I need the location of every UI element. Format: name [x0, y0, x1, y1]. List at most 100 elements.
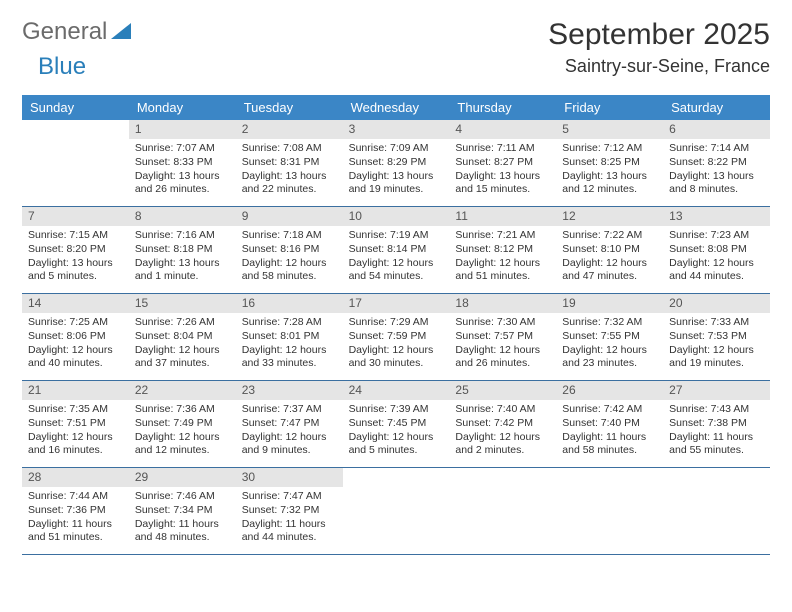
sunrise-line: Sunrise: 7:26 AM — [135, 316, 230, 329]
daylight-line: Daylight: 12 hours and 9 minutes. — [242, 431, 337, 457]
day-number: 30 — [236, 468, 343, 487]
sunrise-line: Sunrise: 7:14 AM — [669, 142, 764, 155]
logo-triangle-icon — [111, 18, 131, 46]
day-cell: 11 Sunrise: 7:21 AMSunset: 8:12 PMDayligh… — [449, 207, 556, 293]
day-number: 8 — [129, 207, 236, 226]
sunset-line: Sunset: 8:14 PM — [349, 243, 444, 256]
daylight-line: Daylight: 11 hours and 44 minutes. — [242, 518, 337, 544]
day-number: 15 — [129, 294, 236, 313]
day-number: 22 — [129, 381, 236, 400]
daylight-line: Daylight: 12 hours and 40 minutes. — [28, 344, 123, 370]
day-cell: 13Sunrise: 7:23 AMSunset: 8:08 PMDayligh… — [663, 207, 770, 293]
day-number: 4 — [449, 120, 556, 139]
dow-cell: Friday — [556, 95, 663, 120]
logo-text-blue: Blue — [38, 53, 86, 81]
sunrise-line: Sunrise: 7:32 AM — [562, 316, 657, 329]
sunset-line: Sunset: 8:16 PM — [242, 243, 337, 256]
sunrise-line: Sunrise: 7:47 AM — [242, 490, 337, 503]
week-row: 28Sunrise: 7:44 AMSunset: 7:36 PMDayligh… — [22, 468, 770, 555]
day-number: 2 — [236, 120, 343, 139]
day-cell: 27Sunrise: 7:43 AMSunset: 7:38 PMDayligh… — [663, 381, 770, 467]
daylight-line: Daylight: 13 hours and 15 minutes. — [455, 170, 550, 196]
day-of-week-row: SundayMondayTuesdayWednesdayThursdayFrid… — [22, 95, 770, 120]
day-cell: 10 Sunrise: 7:19 AMSunset: 8:14 PMDayligh… — [343, 207, 450, 293]
daylight-line: Daylight: 13 hours and 19 minutes. — [349, 170, 444, 196]
daylight-line: Daylight: 12 hours and 37 minutes. — [135, 344, 230, 370]
day-cell — [663, 468, 770, 554]
daylight-line: Daylight: 13 hours and 22 minutes. — [242, 170, 337, 196]
day-cell: 23Sunrise: 7:37 AMSunset: 7:47 PMDayligh… — [236, 381, 343, 467]
sunset-line: Sunset: 7:42 PM — [455, 417, 550, 430]
week-row: 1Sunrise: 7:07 AMSunset: 8:33 PMDaylight… — [22, 120, 770, 207]
sunset-line: Sunset: 8:10 PM — [562, 243, 657, 256]
day-number: 5 — [556, 120, 663, 139]
day-number: 12 — [556, 207, 663, 226]
sunset-line: Sunset: 7:34 PM — [135, 504, 230, 517]
daylight-line: Daylight: 12 hours and 44 minutes. — [669, 257, 764, 283]
day-number: 21 — [22, 381, 129, 400]
sunrise-line: Sunrise: 7:21 AM — [455, 229, 550, 242]
day-number: 1 — [129, 120, 236, 139]
day-cell: 14Sunrise: 7:25 AMSunset: 8:06 PMDayligh… — [22, 294, 129, 380]
day-number: 28 — [22, 468, 129, 487]
day-cell: 28Sunrise: 7:44 AMSunset: 7:36 PMDayligh… — [22, 468, 129, 554]
day-cell: 7Sunrise: 7:15 AMSunset: 8:20 PMDaylight… — [22, 207, 129, 293]
daylight-line: Daylight: 12 hours and 58 minutes. — [242, 257, 337, 283]
sunset-line: Sunset: 8:01 PM — [242, 330, 337, 343]
sunrise-line: Sunrise: 7:19 AM — [349, 229, 444, 242]
daylight-line: Daylight: 12 hours and 54 minutes. — [349, 257, 444, 283]
day-cell: 16Sunrise: 7:28 AMSunset: 8:01 PMDayligh… — [236, 294, 343, 380]
daylight-line: Daylight: 12 hours and 47 minutes. — [562, 257, 657, 283]
day-cell — [22, 120, 129, 206]
day-cell: 9Sunrise: 7:18 AMSunset: 8:16 PMDaylight… — [236, 207, 343, 293]
dow-cell: Thursday — [449, 95, 556, 120]
sunrise-line: Sunrise: 7:43 AM — [669, 403, 764, 416]
day-cell: 30 Sunrise: 7:47 AMSunset: 7:32 PMDayligh… — [236, 468, 343, 554]
sunset-line: Sunset: 8:12 PM — [455, 243, 550, 256]
sunset-line: Sunset: 7:53 PM — [669, 330, 764, 343]
dow-cell: Saturday — [663, 95, 770, 120]
sunset-line: Sunset: 8:31 PM — [242, 156, 337, 169]
sunrise-line: Sunrise: 7:18 AM — [242, 229, 337, 242]
daylight-line: Daylight: 12 hours and 51 minutes. — [455, 257, 550, 283]
day-cell: 1Sunrise: 7:07 AMSunset: 8:33 PMDaylight… — [129, 120, 236, 206]
sunrise-line: Sunrise: 7:44 AM — [28, 490, 123, 503]
sunrise-line: Sunrise: 7:23 AM — [669, 229, 764, 242]
sunset-line: Sunset: 7:51 PM — [28, 417, 123, 430]
sunrise-line: Sunrise: 7:37 AM — [242, 403, 337, 416]
sunset-line: Sunset: 7:49 PM — [135, 417, 230, 430]
sunrise-line: Sunrise: 7:12 AM — [562, 142, 657, 155]
sunset-line: Sunset: 7:45 PM — [349, 417, 444, 430]
sunrise-line: Sunrise: 7:07 AM — [135, 142, 230, 155]
sunrise-line: Sunrise: 7:11 AM — [455, 142, 550, 155]
logo-text-general: General — [22, 18, 107, 46]
day-cell: 3Sunrise: 7:09 AMSunset: 8:29 PMDaylight… — [343, 120, 450, 206]
location: Saintry-sur-Seine, France — [548, 56, 770, 77]
day-number: 16 — [236, 294, 343, 313]
sunset-line: Sunset: 7:38 PM — [669, 417, 764, 430]
day-number: 11 — [449, 207, 556, 226]
daylight-line: Daylight: 12 hours and 19 minutes. — [669, 344, 764, 370]
day-number: 10 — [343, 207, 450, 226]
daylight-line: Daylight: 11 hours and 51 minutes. — [28, 518, 123, 544]
day-cell — [556, 468, 663, 554]
day-number: 24 — [343, 381, 450, 400]
daylight-line: Daylight: 13 hours and 26 minutes. — [135, 170, 230, 196]
sunrise-line: Sunrise: 7:46 AM — [135, 490, 230, 503]
day-number: 14 — [22, 294, 129, 313]
sunset-line: Sunset: 7:47 PM — [242, 417, 337, 430]
sunrise-line: Sunrise: 7:40 AM — [455, 403, 550, 416]
day-cell: 20Sunrise: 7:33 AMSunset: 7:53 PMDayligh… — [663, 294, 770, 380]
sunrise-line: Sunrise: 7:15 AM — [28, 229, 123, 242]
sunset-line: Sunset: 8:18 PM — [135, 243, 230, 256]
sunset-line: Sunset: 8:29 PM — [349, 156, 444, 169]
day-number: 18 — [449, 294, 556, 313]
daylight-line: Daylight: 12 hours and 33 minutes. — [242, 344, 337, 370]
day-number: 13 — [663, 207, 770, 226]
sunset-line: Sunset: 8:27 PM — [455, 156, 550, 169]
day-number: 27 — [663, 381, 770, 400]
daylight-line: Daylight: 12 hours and 30 minutes. — [349, 344, 444, 370]
daylight-line: Daylight: 12 hours and 26 minutes. — [455, 344, 550, 370]
sunset-line: Sunset: 7:32 PM — [242, 504, 337, 517]
logo: General — [22, 18, 133, 46]
